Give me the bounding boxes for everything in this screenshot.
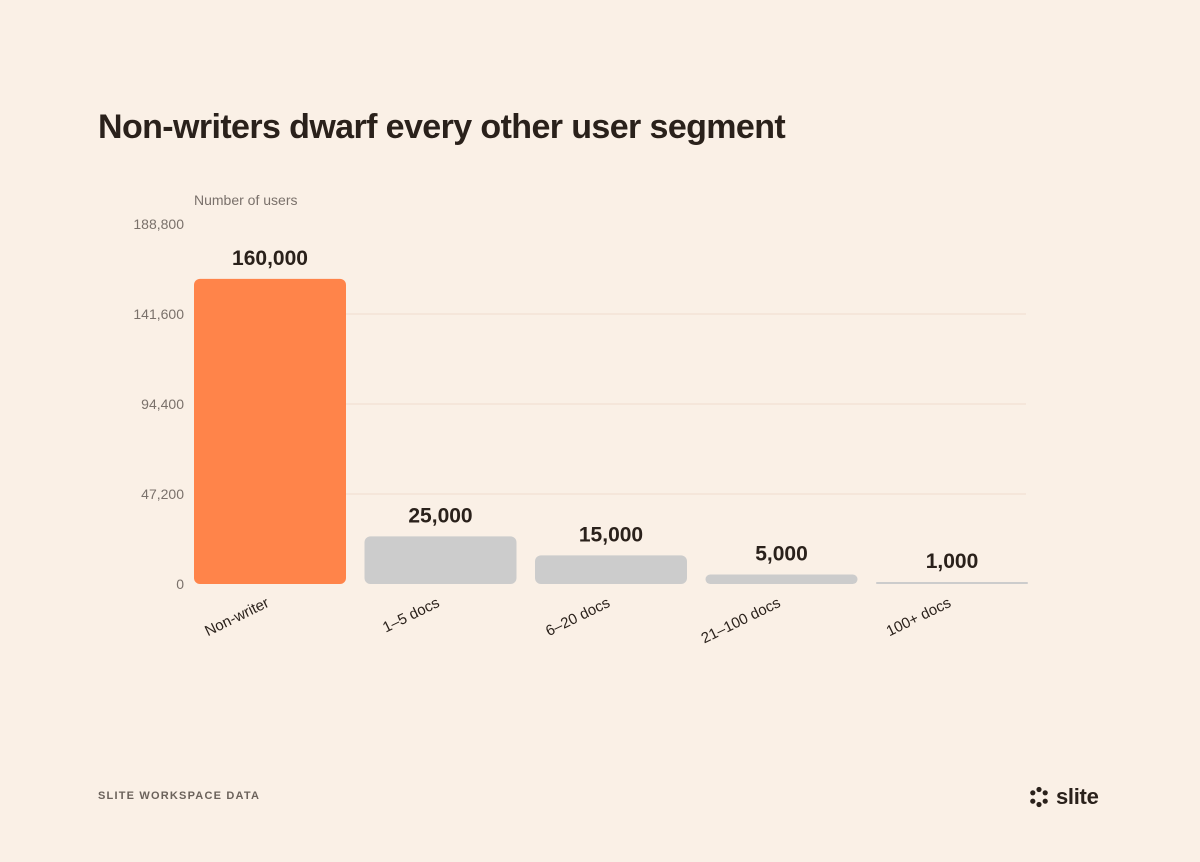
bar [876, 582, 1028, 584]
x-axis-ticks: Non-writer 1–5 docs 6–20 docs 21–100 docs 10… [202, 594, 954, 647]
x-tick-label: 1–5 docs [380, 594, 442, 636]
source-note: SLITE WORKSPACE DATA [98, 790, 261, 802]
bar-value-label: 5,000 [755, 542, 808, 565]
bar-chart: Number of users 0 47,200 94,400 141,600 188,… [133, 192, 1028, 647]
x-tick-label: Non-writer [202, 594, 272, 640]
bar [194, 278, 346, 584]
logo-text: slite [1056, 784, 1099, 809]
y-axis-title: Number of users [194, 192, 297, 208]
bar-value-label: 160,000 [232, 247, 308, 270]
y-tick-label: 0 [176, 576, 184, 592]
x-tick-label: 21–100 docs [699, 594, 784, 647]
bar-value-label: 1,000 [926, 550, 979, 573]
page-title: Non-writers dwarf every other user segme… [98, 108, 786, 146]
value-labels: 160,000 25,000 15,000 5,000 1,000 [232, 247, 978, 573]
bar [535, 555, 687, 584]
y-tick-label: 47,200 [141, 486, 184, 502]
x-tick-label: 6–20 docs [543, 594, 613, 640]
y-tick-label: 141,600 [133, 306, 184, 322]
bar [364, 536, 517, 584]
y-tick-label: 188,800 [133, 216, 184, 232]
bar-value-label: 15,000 [579, 523, 643, 546]
slite-logo: slite [1028, 784, 1099, 810]
y-tick-label: 94,400 [141, 396, 184, 412]
bar-value-label: 25,000 [408, 504, 472, 527]
x-tick-label: 100+ docs [884, 594, 954, 640]
bars [194, 278, 1028, 584]
slite-logo-icon [1030, 786, 1048, 808]
y-axis-ticks: 0 47,200 94,400 141,600 188,800 [133, 216, 184, 592]
bar [705, 574, 858, 584]
